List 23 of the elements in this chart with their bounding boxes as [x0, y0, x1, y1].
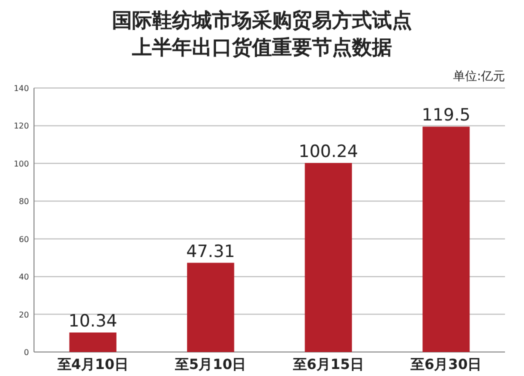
chart-subtitle: 上半年出口货值重要节点数据: [131, 35, 392, 59]
x-tick-label: 至5月10日: [174, 357, 246, 373]
y-tick-label: 0: [24, 348, 29, 357]
y-tick-label: 80: [18, 197, 29, 206]
y-tick-label: 120: [14, 122, 29, 131]
x-tick-label: 至6月15日: [292, 357, 364, 373]
chart-title: 国际鞋纺城市场采购贸易方式试点: [112, 8, 412, 32]
y-tick-label: 100: [14, 159, 29, 168]
bar: [69, 332, 116, 352]
data-label: 47.31: [186, 242, 235, 262]
text: 单位:亿元: [452, 69, 505, 83]
y-tick-label: 40: [18, 272, 29, 282]
y-tick-label: 20: [18, 310, 29, 320]
x-tick-label: 至6月30日: [410, 357, 482, 373]
bar: [304, 162, 352, 352]
bar: [187, 262, 234, 352]
x-tick-label: 至4月10日: [56, 357, 128, 373]
bar: [422, 126, 470, 352]
y-tick-label: 60: [18, 234, 29, 244]
data-label: 100.24: [298, 142, 358, 162]
y-tick-label: 140: [14, 84, 29, 93]
data-label: 10.34: [68, 312, 118, 332]
data-label: 119.5: [422, 106, 470, 126]
